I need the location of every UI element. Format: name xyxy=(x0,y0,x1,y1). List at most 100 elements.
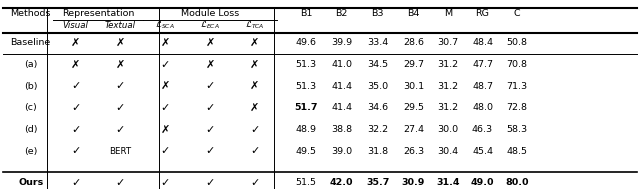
Text: 41.4: 41.4 xyxy=(332,82,352,91)
Text: Visual: Visual xyxy=(63,21,88,30)
Text: Textual: Textual xyxy=(105,21,136,30)
Text: B2: B2 xyxy=(335,9,348,18)
Text: ✗: ✗ xyxy=(205,38,214,48)
Text: ✓: ✓ xyxy=(161,60,170,70)
Text: 49.5: 49.5 xyxy=(296,147,316,156)
Text: B4: B4 xyxy=(407,9,420,18)
Text: Module Loss: Module Loss xyxy=(180,9,239,18)
Text: ✗: ✗ xyxy=(250,81,259,91)
Text: 51.7: 51.7 xyxy=(294,103,317,112)
Text: ✓: ✓ xyxy=(71,146,80,156)
Text: ✗: ✗ xyxy=(71,60,80,70)
Text: B3: B3 xyxy=(371,9,384,18)
Text: 48.7: 48.7 xyxy=(472,82,493,91)
Text: 30.9: 30.9 xyxy=(402,178,425,187)
Text: 45.4: 45.4 xyxy=(472,147,493,156)
Text: ✓: ✓ xyxy=(161,146,170,156)
Text: ✓: ✓ xyxy=(116,103,125,113)
Text: ✓: ✓ xyxy=(116,125,125,135)
Text: RG: RG xyxy=(476,9,490,18)
Text: 38.8: 38.8 xyxy=(331,125,353,134)
Text: Baseline: Baseline xyxy=(11,38,51,47)
Text: ✓: ✓ xyxy=(71,177,80,187)
Text: 47.7: 47.7 xyxy=(472,60,493,69)
Text: 41.4: 41.4 xyxy=(332,103,352,112)
Text: (c): (c) xyxy=(24,103,37,112)
Text: 42.0: 42.0 xyxy=(330,178,353,187)
Text: 46.3: 46.3 xyxy=(472,125,493,134)
Text: 48.5: 48.5 xyxy=(507,147,527,156)
Text: 48.4: 48.4 xyxy=(472,38,493,47)
Text: ✓: ✓ xyxy=(71,81,80,91)
Text: 49.0: 49.0 xyxy=(471,178,494,187)
Text: 32.2: 32.2 xyxy=(367,125,388,134)
Text: 39.0: 39.0 xyxy=(331,147,353,156)
Text: ✓: ✓ xyxy=(205,103,214,113)
Text: ✓: ✓ xyxy=(161,103,170,113)
Text: ✗: ✗ xyxy=(161,38,170,48)
Text: ✓: ✓ xyxy=(71,103,80,113)
Text: ✗: ✗ xyxy=(116,38,125,48)
Text: 70.8: 70.8 xyxy=(507,60,527,69)
Text: $\mathcal{L}_{TCA}$: $\mathcal{L}_{TCA}$ xyxy=(245,20,264,31)
Text: ✗: ✗ xyxy=(161,125,170,135)
Text: 31.2: 31.2 xyxy=(437,60,459,69)
Text: ✓: ✓ xyxy=(116,81,125,91)
Text: ✗: ✗ xyxy=(250,103,259,113)
Text: 51.3: 51.3 xyxy=(295,60,317,69)
Text: 71.3: 71.3 xyxy=(506,82,528,91)
Text: 51.5: 51.5 xyxy=(296,178,316,187)
Text: ✓: ✓ xyxy=(205,177,214,187)
Text: ✓: ✓ xyxy=(250,125,259,135)
Text: 31.2: 31.2 xyxy=(437,103,459,112)
Text: Methods: Methods xyxy=(10,9,51,18)
Text: ✓: ✓ xyxy=(250,177,259,187)
Text: 35.0: 35.0 xyxy=(367,82,388,91)
Text: 31.2: 31.2 xyxy=(437,82,459,91)
Text: ✗: ✗ xyxy=(116,60,125,70)
Text: 30.0: 30.0 xyxy=(437,125,459,134)
Text: C: C xyxy=(514,9,520,18)
Text: (d): (d) xyxy=(24,125,38,134)
Text: 26.3: 26.3 xyxy=(403,147,424,156)
Text: ✓: ✓ xyxy=(205,81,214,91)
Text: ✓: ✓ xyxy=(205,125,214,135)
Text: ✗: ✗ xyxy=(250,60,259,70)
Text: 39.9: 39.9 xyxy=(331,38,353,47)
Text: (e): (e) xyxy=(24,147,37,156)
Text: 58.3: 58.3 xyxy=(506,125,528,134)
Text: ✗: ✗ xyxy=(161,81,170,91)
Text: ✗: ✗ xyxy=(71,38,80,48)
Text: M: M xyxy=(444,9,452,18)
Text: 35.7: 35.7 xyxy=(366,178,389,187)
Text: ✓: ✓ xyxy=(71,125,80,135)
Text: $\mathcal{L}_{SCA}$: $\mathcal{L}_{SCA}$ xyxy=(156,20,175,31)
Text: 30.7: 30.7 xyxy=(437,38,459,47)
Text: ✓: ✓ xyxy=(250,146,259,156)
Text: 51.3: 51.3 xyxy=(295,82,317,91)
Text: 29.7: 29.7 xyxy=(403,60,424,69)
Text: 49.6: 49.6 xyxy=(296,38,316,47)
Text: ✗: ✗ xyxy=(205,60,214,70)
Text: 80.0: 80.0 xyxy=(506,178,529,187)
Text: 28.6: 28.6 xyxy=(403,38,424,47)
Text: 48.9: 48.9 xyxy=(296,125,316,134)
Text: ✓: ✓ xyxy=(161,177,170,187)
Text: ✓: ✓ xyxy=(116,177,125,187)
Text: 48.0: 48.0 xyxy=(472,103,493,112)
Text: 41.0: 41.0 xyxy=(332,60,352,69)
Text: 30.1: 30.1 xyxy=(403,82,424,91)
Text: Ours: Ours xyxy=(18,178,44,187)
Text: 30.4: 30.4 xyxy=(437,147,459,156)
Text: (a): (a) xyxy=(24,60,37,69)
Text: 34.6: 34.6 xyxy=(367,103,388,112)
Text: 29.5: 29.5 xyxy=(403,103,424,112)
Text: Representation: Representation xyxy=(61,9,134,18)
Text: B1: B1 xyxy=(300,9,312,18)
Text: ✓: ✓ xyxy=(205,146,214,156)
Text: (b): (b) xyxy=(24,82,38,91)
Text: $\mathcal{L}_{ECA}$: $\mathcal{L}_{ECA}$ xyxy=(200,20,220,31)
Text: 33.4: 33.4 xyxy=(367,38,388,47)
Text: ✗: ✗ xyxy=(250,38,259,48)
Text: 72.8: 72.8 xyxy=(507,103,527,112)
